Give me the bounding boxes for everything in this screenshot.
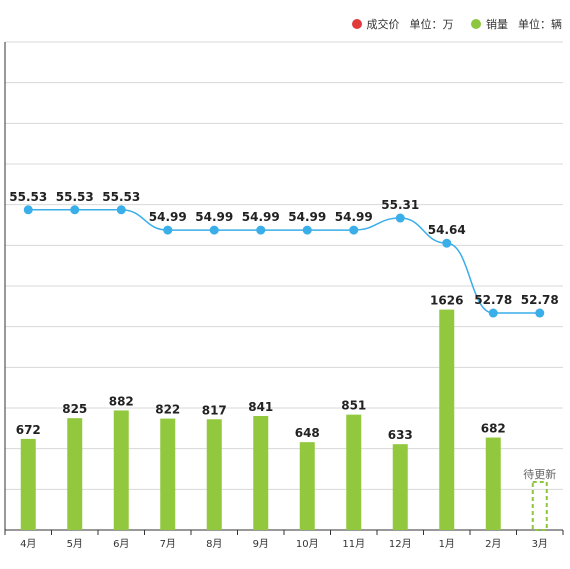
price-value-label: 54.99 [335,210,373,224]
price-value-label: 52.78 [474,293,512,307]
x-tick-label: 6月 [113,538,129,550]
line-series [23,205,545,318]
bar-value-label: 825 [62,402,87,416]
legend-item-price[interactable]: 成交价 单位：万 [351,16,454,32]
bar [392,444,408,530]
price-point [209,225,219,235]
bar [113,410,129,530]
price-point [488,308,498,318]
x-tick-label: 4月 [20,538,36,550]
bar-value-label: 817 [202,403,227,417]
price-point [23,205,33,215]
bar [485,437,501,530]
legend-price-dot [351,19,362,29]
line-value-labels: 55.53 55.53 55.53 54.99 54.99 54.99 54.99 54.99… [9,190,558,307]
x-tick-label: 2月 [485,538,501,550]
legend-sales-name: 销量 [486,18,508,31]
bar [439,309,455,530]
x-tick-label: 10月 [296,538,319,550]
bar-pending-label: 待更新 [523,467,556,481]
bar-value-label: 822 [155,403,180,417]
price-value-label: 54.99 [149,210,187,224]
bar-value-labels: 672 825 882 822 817 841 648 851 633 1626 682 待更新 [16,294,557,481]
x-tick-label: 7月 [160,538,176,550]
bar [346,414,362,530]
price-point [70,205,80,215]
bar-value-label: 851 [341,399,366,413]
x-axis: 4月 5月 6月 7月 8月 9月 10月 11月 12月 1月 2月 3月 [4,530,564,550]
price-value-label: 54.99 [288,210,326,224]
legend: 成交价 单位：万 销量 单位：辆 [338,16,562,32]
x-tick-label: 1月 [439,538,455,550]
price-point [395,213,405,223]
bar-value-label: 882 [109,394,134,408]
price-point [163,225,173,235]
legend-price-name: 成交价 [366,18,400,31]
price-point [349,225,359,235]
legend-item-sales[interactable]: 销量 单位：辆 [471,16,562,32]
bar-series [20,309,548,531]
bar [20,438,36,530]
bar-value-label: 841 [248,400,273,414]
legend-price-unit: 单位：万 [409,18,454,31]
bar [253,415,269,530]
price-value-label: 55.53 [102,190,140,204]
price-point [256,225,266,235]
gridlines [4,41,563,531]
bar-value-label: 648 [295,426,320,440]
legend-sales-unit: 单位：辆 [518,18,562,31]
price-value-label: 55.53 [9,190,47,204]
bar [299,442,315,530]
price-value-label: 54.64 [428,223,466,237]
price-point [116,205,126,215]
x-tick-label: 12月 [389,538,412,550]
x-tick-label: 9月 [253,538,269,550]
price-value-label: 54.99 [195,210,233,224]
price-value-label: 55.31 [381,198,419,212]
bar-value-label: 633 [388,428,413,442]
price-value-label: 54.99 [242,210,280,224]
bar [160,418,176,530]
bar-value-label: 682 [481,422,506,436]
bar-pending [531,481,548,531]
x-tick-label: 5月 [67,538,83,550]
bar-value-label: 1626 [430,294,463,308]
bar [67,418,83,530]
x-tick-label: 3月 [532,538,548,550]
price-point [535,308,545,318]
legend-sales-dot [471,19,481,29]
price-point [442,238,452,248]
bar-value-label: 672 [16,423,41,437]
bar [206,419,222,530]
x-tick-label: 11月 [342,538,365,550]
price-value-label: 55.53 [56,190,94,204]
price-value-label: 52.78 [521,293,559,307]
price-point [302,225,312,235]
x-tick-label: 8月 [206,538,222,550]
